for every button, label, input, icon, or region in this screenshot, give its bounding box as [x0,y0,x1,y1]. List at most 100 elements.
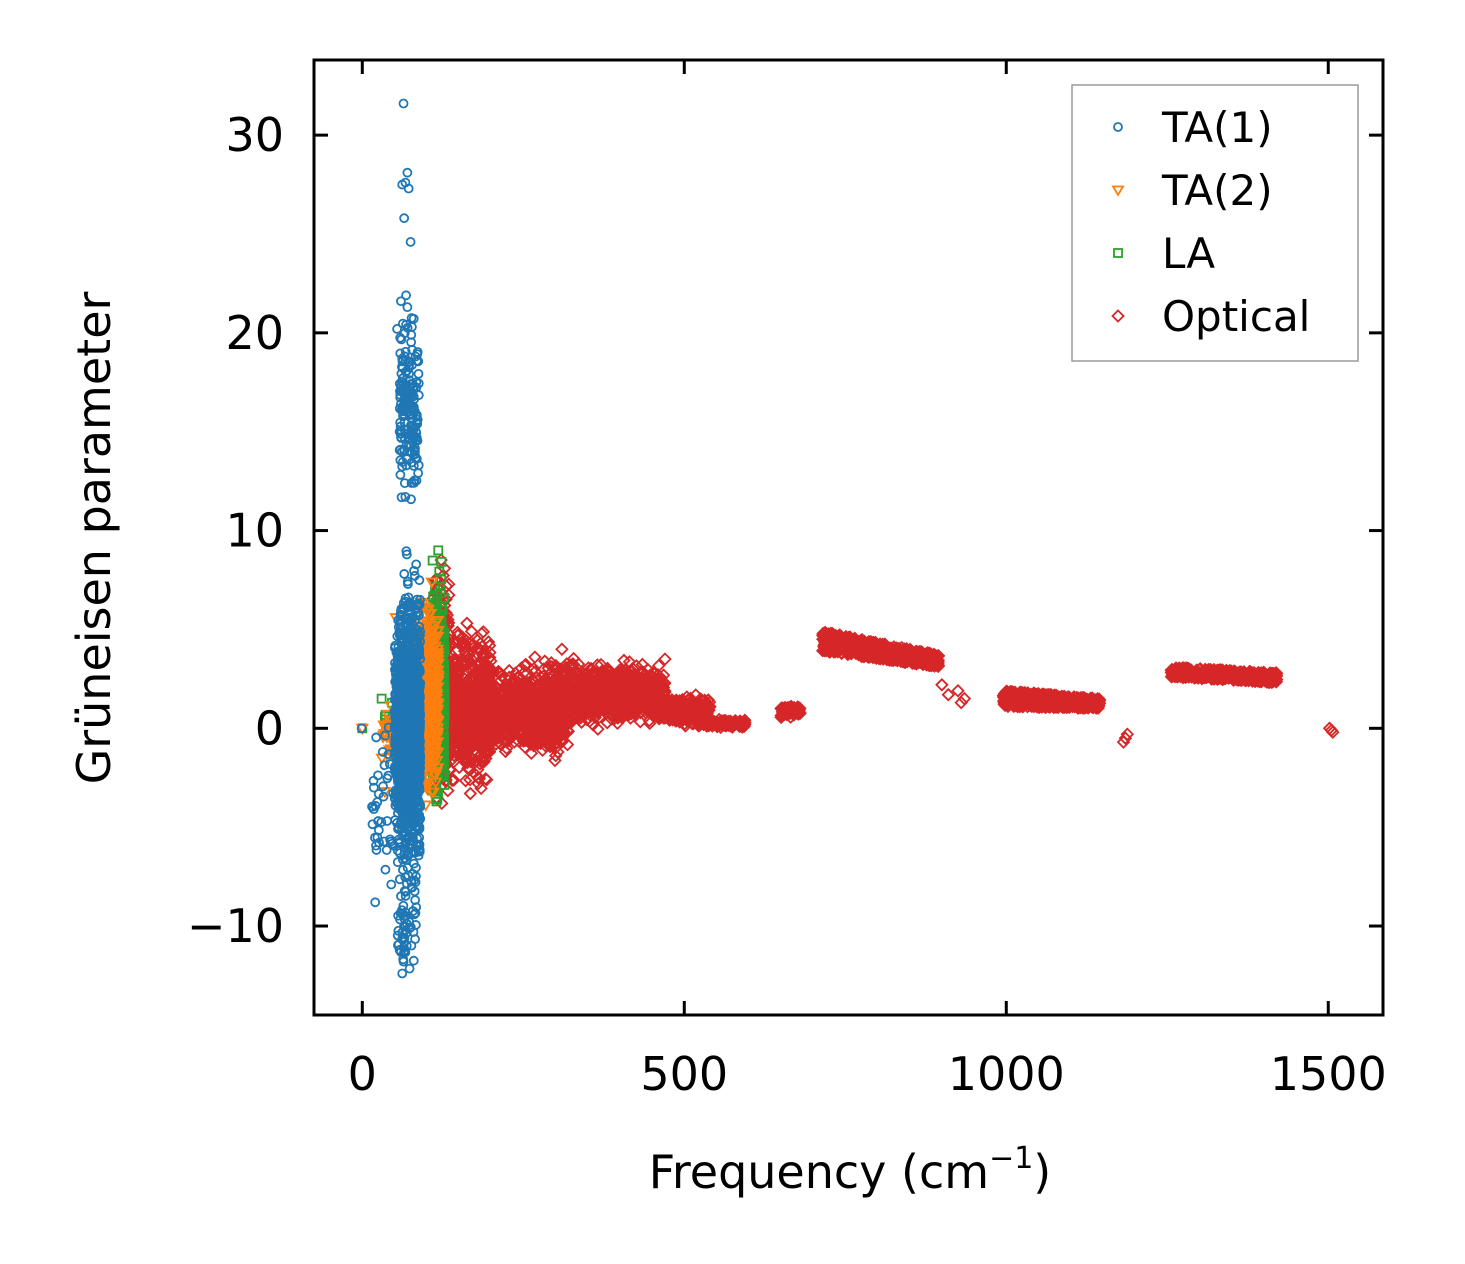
data-point-optical [519,732,533,747]
data-point-optical [566,658,581,672]
data-point-optical [574,715,589,729]
data-point-optical [491,723,506,737]
data-point-optical [523,692,537,707]
data-point-optical [582,691,596,706]
data-point-optical [841,647,855,661]
data-point-optical [1247,672,1261,686]
data-point-optical [1180,663,1194,678]
data-point-optical [561,697,575,712]
data-point-optical [673,713,687,727]
data-point-optical [1261,674,1276,689]
data-point-optical [1325,725,1340,740]
data-point-optical [483,703,498,717]
data-point-optical [1016,695,1030,709]
data-point-optical [590,666,604,681]
data-point-optical [473,671,488,685]
data-point-optical [507,695,521,709]
data-point-optical [571,704,586,719]
data-point-optical [998,690,1012,704]
data-point-optical [446,653,460,668]
data-point-optical [578,705,592,719]
data-point-optical [1010,692,1024,706]
data-point-optical [1233,672,1247,686]
data-point-optical [466,740,480,754]
data-point-optical [1062,697,1077,712]
data-point-optical [1211,663,1226,678]
data-point-optical [1036,691,1051,706]
data-point-optical [841,630,856,645]
data-point-optical [481,729,495,743]
data-point-optical [728,714,743,728]
data-point-optical [652,704,666,718]
data-point-optical [477,754,491,769]
data-point-optical [628,699,642,714]
data-point-optical [548,753,562,768]
data-point-optical [1224,669,1239,684]
data-point-optical [447,712,462,727]
data-point-optical [590,658,605,672]
data-point-optical [456,637,470,652]
data-point-optical [737,719,751,734]
data-point-optical [526,738,541,753]
data-point-optical [487,707,502,722]
data-point-optical [856,634,870,648]
data-point-optical [665,692,679,707]
data-point-optical [625,670,640,684]
data-point-optical [475,755,489,769]
data-point-optical [670,700,684,715]
data-point-optical [531,719,545,734]
data-point-optical [588,710,602,725]
data-point-optical [828,630,843,644]
data-point-optical [515,687,530,702]
data-point-optical [658,702,673,716]
data-point-optical [1234,665,1248,679]
data-point-optical [524,673,539,687]
data-point-optical [581,675,596,689]
data-point-optical [503,693,518,707]
data-point-optical [528,650,542,664]
data-point-optical [615,670,629,684]
data-point-optical [1077,694,1091,708]
data-point-optical [560,681,574,695]
data-point-optical [474,781,488,796]
data-point-optical [537,711,551,726]
data-point-optical [1029,697,1044,712]
data-point-optical [452,760,466,775]
data-point-optical [480,745,495,760]
data-point-optical [675,714,690,728]
data-point-optical [888,642,903,656]
data-point-optical [1116,735,1131,749]
scatter-points-layer [355,98,1340,979]
data-point-optical [555,642,569,656]
data-point-optical [658,676,672,690]
data-point-optical [458,774,473,788]
data-point-optical [726,717,740,732]
data-point-optical [499,677,514,692]
data-point-optical [613,681,628,695]
data-point-optical [479,671,494,686]
data-point-optical [548,662,562,676]
data-point-optical [457,725,472,740]
data-point-optical [951,683,965,698]
data-point-optical [575,684,589,698]
data-point-optical [632,676,647,691]
data-point-optical [536,674,550,689]
data-point-optical [929,656,944,670]
data-point-optical [857,642,872,656]
data-point-optical [921,654,935,669]
data-point-optical [902,644,917,659]
data-point-optical [819,629,834,643]
data-point-optical [650,672,664,686]
data-point-optical [613,709,627,723]
data-point-optical [527,661,541,676]
data-point-optical [715,715,729,729]
data-point-optical [637,693,652,707]
data-point-optical [457,689,471,703]
data-point-optical [486,692,501,707]
data-point-optical [935,678,949,692]
data-point-optical [471,737,486,751]
data-point-optical [592,695,606,709]
data-point-optical [678,696,693,710]
data-point-optical [1118,731,1133,745]
